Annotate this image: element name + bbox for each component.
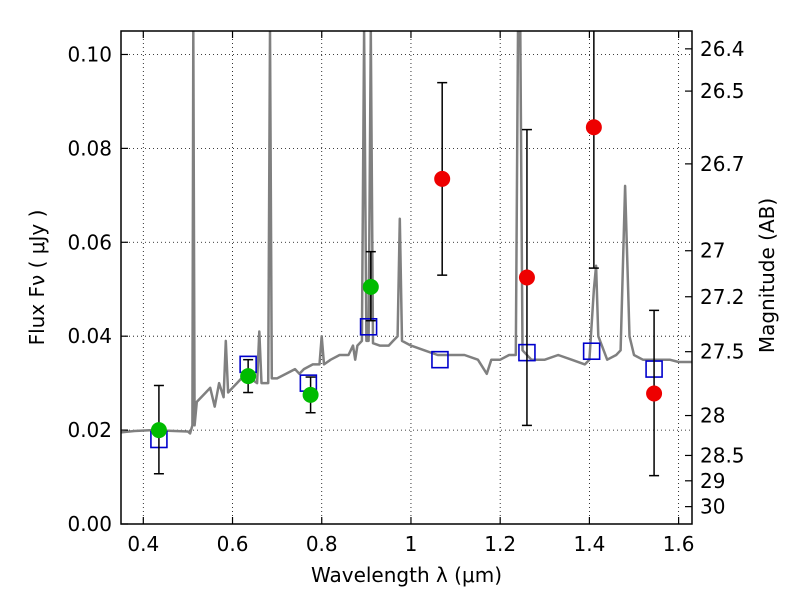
circle-marker: [646, 385, 663, 402]
y-tick-label: 0.06: [67, 230, 112, 254]
square-marker: [359, 317, 378, 336]
x-tick-label: 0.6: [217, 532, 249, 556]
circle-marker: [240, 368, 257, 385]
circle-marker: [150, 422, 167, 439]
square-marker: [431, 350, 449, 369]
right-y-tick-label: 26.7: [700, 152, 745, 176]
y-tick-label: 0.02: [67, 418, 112, 442]
right-y-tick-label: 27.2: [700, 285, 745, 309]
x-tick-label: 0.8: [306, 532, 338, 556]
y-tick-label: 0.04: [67, 324, 112, 348]
right-y-axis-label: Magnitude (AB): [755, 198, 779, 353]
y-tick-label: 0.08: [67, 136, 112, 160]
circle-marker: [434, 170, 451, 187]
spectrum-line: [121, 31, 692, 435]
x-tick-label: 1.2: [484, 532, 516, 556]
circle-marker: [362, 278, 379, 295]
right-y-tick-label: 28: [700, 404, 725, 428]
grid: [121, 31, 692, 525]
data-series: [150, 31, 663, 477]
axis-ticks: 0.4 0.6 0.8 1 1.2 1.4 1.6 0.00 0.02 0.04 0.06 0.08 0…: [67, 31, 745, 556]
y-tick-label: 0.10: [67, 42, 112, 66]
right-y-tick-label: 27.5: [700, 340, 745, 364]
plot-frame: [120, 30, 693, 525]
x-tick-label: 0.4: [127, 532, 159, 556]
x-axis-label: Wavelength λ (μm): [311, 563, 502, 587]
right-y-tick-label: 29: [700, 469, 725, 493]
circle-marker: [302, 386, 319, 403]
right-y-tick-label: 30: [700, 495, 725, 519]
right-y-tick-label: 27: [700, 239, 725, 263]
x-tick-label: 1.6: [663, 532, 695, 556]
circle-marker: [518, 269, 535, 286]
right-y-tick-label: 28.5: [700, 443, 745, 467]
x-tick-label: 1.4: [573, 532, 605, 556]
right-y-tick-label: 26.4: [700, 37, 745, 61]
x-tick-label: 1: [405, 532, 418, 556]
square-marker: [582, 342, 601, 361]
circle-marker: [585, 119, 602, 136]
y-axis-label: Flux Fν ( μJy ): [25, 210, 49, 346]
y-tick-label: 0.00: [67, 512, 112, 536]
right-y-tick-label: 26.5: [700, 79, 745, 103]
template-spectrum: [121, 31, 692, 435]
